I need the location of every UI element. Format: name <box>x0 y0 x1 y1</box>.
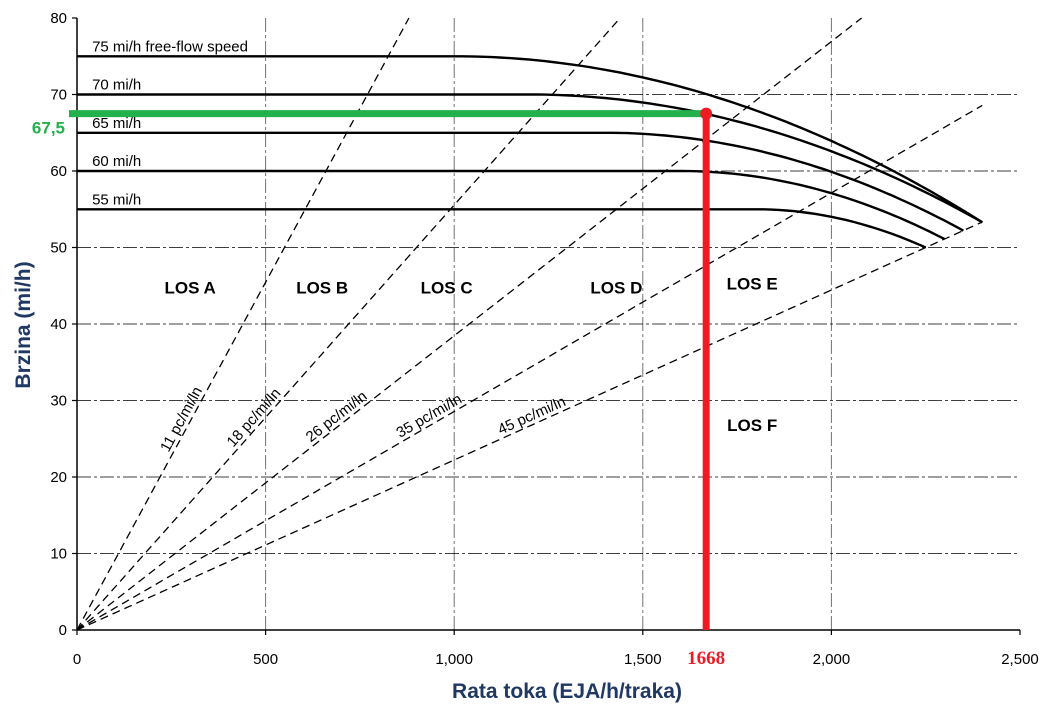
region-labels: LOS A LOS B LOS C LOS D LOS E LOS F <box>164 275 777 436</box>
los-label: LOS F <box>727 416 777 435</box>
los-label: LOS A <box>164 278 215 297</box>
grid <box>77 18 1020 630</box>
x-tick-label: 2,500 <box>1001 651 1039 668</box>
speed-curve-label: 70 mi/h <box>92 77 141 94</box>
y-tick-label: 0 <box>59 622 67 639</box>
x-tick-label: 0 <box>73 651 81 668</box>
los-label: LOS C <box>421 278 473 297</box>
axes: 0 10 20 30 40 50 60 70 80 0 500 1,000 1,500 2,000 2,50… <box>50 10 1038 668</box>
x-tick-label: 500 <box>253 651 278 668</box>
y-tick-label: 20 <box>50 469 67 486</box>
speed-curve-label: 75 mi/h free-flow speed <box>92 38 248 55</box>
speed-curve-label: 55 mi/h <box>92 191 141 208</box>
density-label: 45 pc/mi/ln <box>495 393 568 438</box>
density-line <box>76 17 862 631</box>
y-tick-label: 30 <box>50 393 67 410</box>
speed-curve-label: 65 mi/h <box>92 115 141 132</box>
speed-curve-label: 60 mi/h <box>92 153 141 170</box>
x-tick-label: 1,000 <box>435 651 473 668</box>
los-label: LOS E <box>727 275 778 294</box>
speed-flow-curve <box>77 208 927 249</box>
x-axis-title: Rata toka (EJA/h/traka) <box>452 680 682 703</box>
x-tick-label: 1,500 <box>624 651 662 668</box>
speed-flow-curve <box>77 169 946 241</box>
x-tick-label: 2,000 <box>813 651 851 668</box>
density-line <box>76 17 621 631</box>
density-label: 18 pc/mi/ln <box>224 385 285 451</box>
density-label: 26 pc/mi/ln <box>303 388 371 446</box>
density-line <box>76 221 983 631</box>
annotations: 67,5 1668 <box>32 107 725 669</box>
y-tick-label: 70 <box>50 87 67 104</box>
speed-value-label: 67,5 <box>32 119 65 138</box>
y-tick-label: 10 <box>50 546 67 563</box>
speed-flow-curve <box>77 55 983 224</box>
speed-flow-curve <box>77 131 964 232</box>
y-tick-label: 40 <box>50 316 67 333</box>
speed-flow-curve <box>77 93 983 224</box>
density-label: 11 pc/mi/ln <box>157 384 206 455</box>
speed-flow-curves: 75 mi/h free-flow speed 70 mi/h 65 mi/h 60 … <box>76 38 983 249</box>
los-label: LOS B <box>296 278 348 297</box>
los-label: LOS D <box>590 278 642 297</box>
density-line <box>76 104 983 631</box>
flow-value-label: 1668 <box>687 648 725 669</box>
operating-point-marker <box>700 107 713 120</box>
y-tick-label: 80 <box>50 10 67 27</box>
y-tick-label: 50 <box>50 240 67 257</box>
y-tick-label: 60 <box>50 163 67 180</box>
y-axis-title: Brzina (mi/h) <box>12 261 35 388</box>
